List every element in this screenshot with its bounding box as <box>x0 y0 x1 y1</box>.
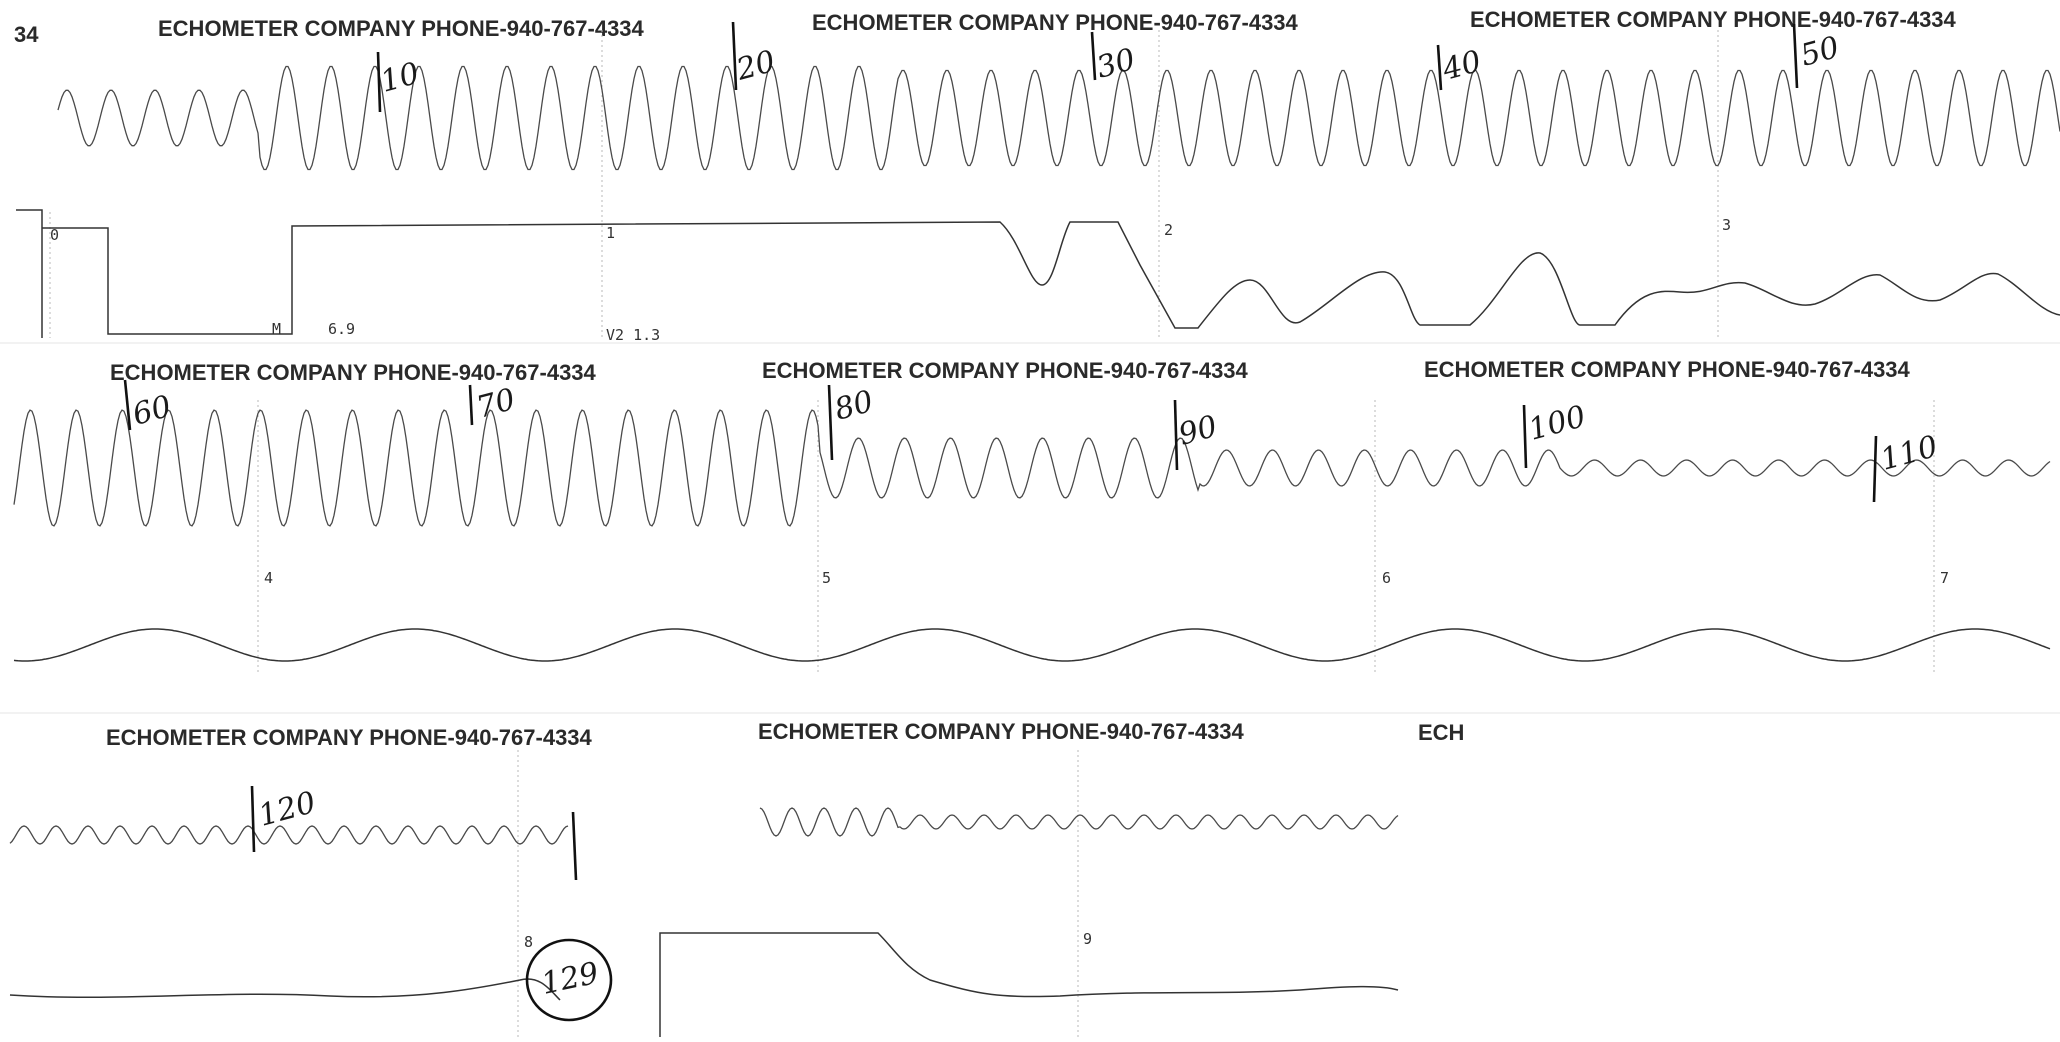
joint-count: 110 <box>1877 429 1941 478</box>
joint-count: 10 <box>377 56 423 100</box>
joint-marker-40: 40 <box>1436 44 1485 91</box>
joint-count: 30 <box>1093 42 1139 86</box>
tick-label: 7 <box>1940 569 1949 587</box>
page-header: ECHOMETER COMPANY PHONE-940-767-4334 <box>110 360 597 385</box>
joint-marker-70: 70 <box>468 382 519 426</box>
circled-joint-count: 129 <box>525 938 613 1022</box>
acoustic-trace-row1 <box>57 65 2060 171</box>
joint-marker-30: 30 <box>1090 31 1139 86</box>
corner-label: 34 <box>14 22 39 47</box>
joint-marker-60: 60 <box>123 379 175 433</box>
page-header: ECHOMETER COMPANY PHONE-940-767-4334 <box>106 725 593 750</box>
joint-marker-20: 20 <box>731 21 779 91</box>
joint-marker-100: 100 <box>1522 399 1589 469</box>
joint-count: 20 <box>732 44 779 88</box>
m-label: M <box>272 320 281 338</box>
joint-count: 50 <box>1797 30 1843 74</box>
v-label: V2 1.3 <box>606 326 660 344</box>
joint-count: 80 <box>831 384 877 428</box>
liquid-level-marker <box>571 811 578 881</box>
acoustic-trace-row3 <box>9 807 1399 845</box>
pressure-trace-row2 <box>13 628 2051 662</box>
page-header: ECHOMETER COMPANY PHONE-940-767-4334 <box>758 719 1245 744</box>
joint-marker-90: 90 <box>1173 399 1221 471</box>
pressure-trace-row3 <box>9 932 1399 1037</box>
tick-label: 4 <box>264 569 273 587</box>
tick-label: 2 <box>1164 221 1173 239</box>
joint-count: 100 <box>1525 399 1589 448</box>
tick-label: 3 <box>1722 216 1731 234</box>
pressure-trace-row1-left <box>16 209 2060 338</box>
m-value: 6.9 <box>328 320 355 338</box>
tick-label: 0 <box>50 226 59 244</box>
page-header: ECHOMETER COMPANY PHONE-940-767-4334 <box>158 16 645 41</box>
circle-mark <box>525 938 613 1022</box>
joint-marker-110: 110 <box>1872 429 1941 503</box>
tick-label: 1 <box>606 224 615 242</box>
joint-count: 90 <box>1175 409 1221 453</box>
joint-marker-80: 80 <box>827 384 877 461</box>
page-header: ECHOMETER COMPANY PHONE-940-767-4334 <box>1470 7 1957 32</box>
tick-label: 8 <box>524 933 533 951</box>
circled-count: 129 <box>538 956 601 1002</box>
joint-count: 40 <box>1438 44 1485 88</box>
page-header: ECHOMETER COMPANY PHONE-940-767-4334 <box>762 358 1249 383</box>
page-header: ECHOMETER COMPANY PHONE-940-767-4334 <box>812 10 1299 35</box>
tick-label: 5 <box>822 569 831 587</box>
joint-count: 70 <box>473 382 519 426</box>
joint-count: 60 <box>129 389 175 433</box>
joint-marker-120: 120 <box>250 785 319 853</box>
page-header: ECHOMETER COMPANY PHONE-940-767-4334 <box>1424 357 1911 382</box>
joint-marker-50: 50 <box>1792 23 1843 89</box>
page-header-truncated: ECH <box>1418 720 1464 745</box>
acoustic-trace-row2 <box>13 409 2051 527</box>
tick-label: 6 <box>1382 569 1391 587</box>
tick-label: 9 <box>1083 930 1092 948</box>
